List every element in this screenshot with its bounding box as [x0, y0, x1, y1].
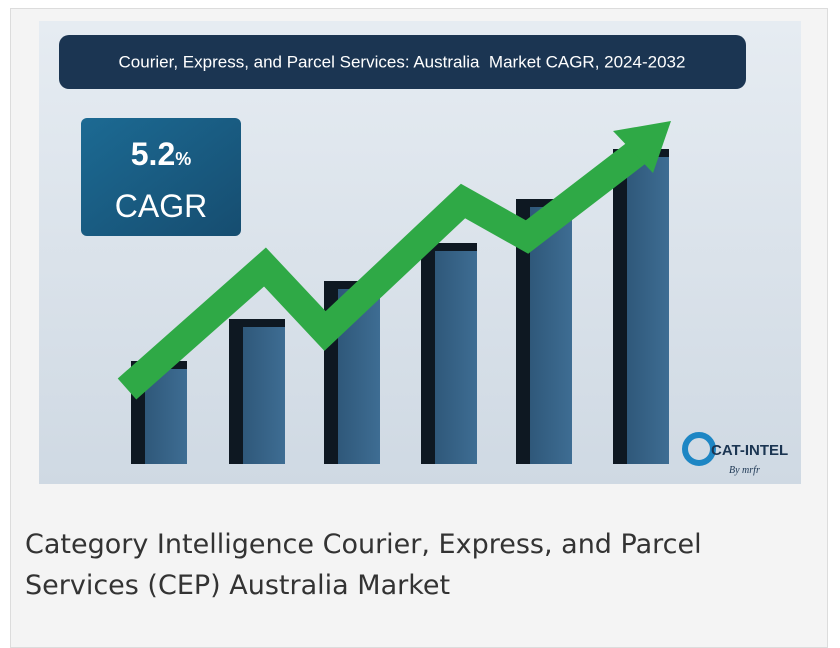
cagr-label: CAGR: [115, 188, 207, 224]
page: Courier, Express, and Parcel Services: A…: [0, 0, 840, 638]
infographic: Courier, Express, and Parcel Services: A…: [39, 21, 801, 484]
caption: Category Intelligence Courier, Express, …: [25, 524, 815, 606]
bar: [421, 243, 477, 464]
title: Courier, Express, and Parcel Services: A…: [119, 52, 686, 71]
bar: [613, 149, 669, 464]
card: Courier, Express, and Parcel Services: A…: [10, 8, 828, 648]
logo-sub: By mrfr: [729, 465, 760, 476]
logo-text: CAT-INTEL: [711, 442, 788, 459]
bar: [229, 319, 285, 464]
